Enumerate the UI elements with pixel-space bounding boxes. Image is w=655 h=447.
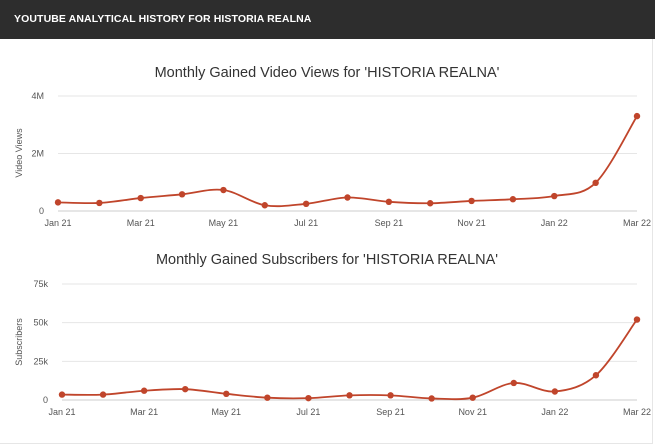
subscribers-chart-title: Monthly Gained Subscribers for 'HISTORIA…	[156, 252, 498, 268]
video-views-series-line	[57, 115, 638, 208]
video-views-data-point[interactable]	[54, 199, 62, 206]
subscribers-x-tick-label: May 21	[212, 407, 242, 417]
video-views-x-tick-label: Jan 21	[44, 218, 71, 228]
subscribers-data-point[interactable]	[428, 395, 435, 402]
video-views-data-point[interactable]	[427, 200, 434, 207]
video-views-data-point[interactable]	[220, 186, 227, 194]
video-views-data-point[interactable]	[385, 198, 393, 205]
subscribers-data-point[interactable]	[223, 390, 230, 398]
subscribers-y-axis-title: Subscribers	[14, 318, 24, 366]
video-views-x-tick-label: Nov 21	[457, 218, 486, 228]
subscribers-x-tick-label: Jan 21	[48, 407, 75, 417]
video-views-y-axis-title: Video Views	[14, 128, 24, 178]
video-views-data-point[interactable]	[344, 194, 351, 201]
subscribers-x-tick-label: Nov 21	[458, 407, 487, 417]
subscribers-x-tick-label: Mar 22	[623, 407, 651, 417]
subscribers-y-tick-label: 25k	[33, 356, 48, 366]
video-views-data-point[interactable]	[178, 191, 186, 198]
video-views-data-point[interactable]	[551, 192, 558, 200]
video-views-x-tick-label: Mar 22	[623, 218, 651, 228]
video-views-data-point[interactable]	[633, 112, 641, 120]
video-views-x-tick-label: Sep 21	[375, 218, 404, 228]
subscribers-data-point[interactable]	[182, 385, 189, 393]
page-header: YOUTUBE ANALYTICAL HISTORY FOR HISTORIA …	[0, 0, 655, 39]
video-views-x-tick-label: May 21	[209, 218, 239, 228]
subscribers-x-tick-label: Mar 21	[130, 407, 158, 417]
video-views-chart: Monthly Gained Video Views for 'HISTORIA…	[14, 65, 651, 228]
video-views-data-point[interactable]	[592, 179, 599, 187]
subscribers-data-point[interactable]	[387, 392, 394, 399]
video-views-x-tick-label: Jan 22	[541, 218, 568, 228]
subscribers-chart: Monthly Gained Subscribers for 'HISTORIA…	[14, 252, 651, 417]
subscribers-data-point[interactable]	[551, 388, 559, 395]
subscribers-data-point[interactable]	[510, 379, 517, 387]
subscribers-data-point[interactable]	[469, 394, 476, 401]
subscribers-data-point[interactable]	[592, 372, 600, 379]
subscribers-data-point[interactable]	[346, 392, 353, 399]
subscribers-y-tick-label: 75k	[33, 279, 48, 289]
video-views-data-point[interactable]	[261, 202, 268, 209]
page-header-title: YOUTUBE ANALYTICAL HISTORY FOR HISTORIA …	[14, 13, 312, 25]
video-views-y-tick-label: 4M	[31, 91, 44, 101]
video-views-x-tick-label: Mar 21	[127, 218, 155, 228]
video-views-x-tick-label: Jul 21	[294, 218, 318, 228]
subscribers-data-point[interactable]	[633, 316, 641, 323]
video-views-data-point[interactable]	[137, 194, 144, 202]
video-views-chart-title: Monthly Gained Video Views for 'HISTORIA…	[155, 65, 500, 81]
subscribers-data-point[interactable]	[58, 391, 66, 398]
video-views-y-tick-label: 2M	[31, 149, 44, 159]
video-views-data-point[interactable]	[509, 196, 517, 203]
video-views-data-point[interactable]	[302, 200, 310, 208]
subscribers-data-point[interactable]	[140, 387, 148, 394]
video-views-data-point[interactable]	[468, 197, 475, 205]
subscribers-x-tick-label: Jan 22	[541, 407, 568, 417]
subscribers-data-point[interactable]	[305, 394, 312, 402]
charts-panel	[0, 39, 653, 444]
subscribers-series-line	[61, 319, 638, 401]
subscribers-x-tick-label: Sep 21	[376, 407, 405, 417]
video-views-data-point[interactable]	[96, 199, 103, 207]
subscribers-x-tick-label: Jul 21	[296, 407, 320, 417]
subscribers-y-tick-label: 0	[43, 395, 48, 405]
subscribers-data-point[interactable]	[99, 391, 107, 398]
subscribers-y-tick-label: 50k	[33, 318, 48, 328]
video-views-y-tick-label: 0	[39, 206, 44, 216]
subscribers-data-point[interactable]	[264, 394, 271, 401]
